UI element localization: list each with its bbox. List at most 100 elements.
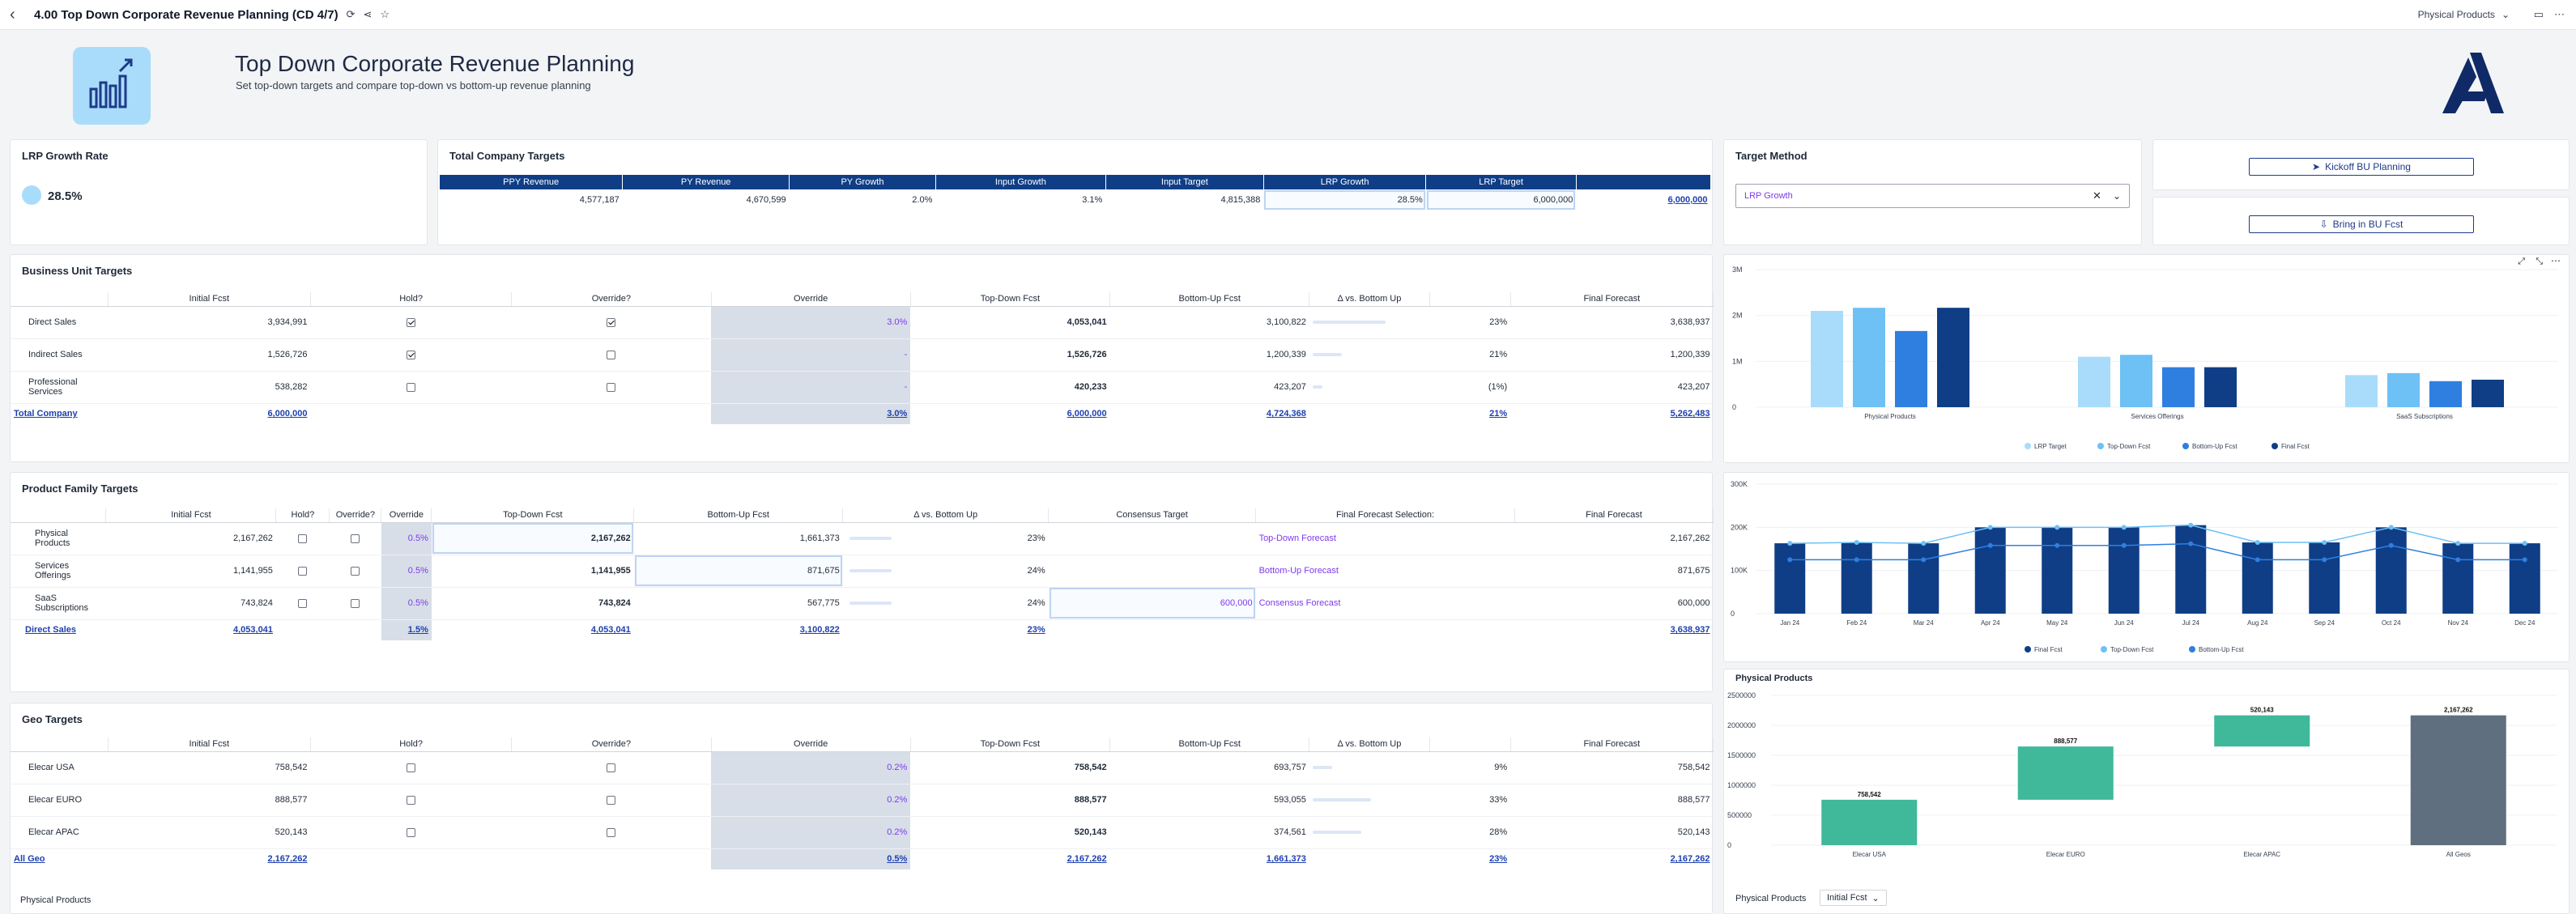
more-icon[interactable]: ⋯	[2551, 255, 2561, 266]
company-cell[interactable]: 6,000,000	[1425, 189, 1577, 210]
override-checkbox[interactable]	[607, 317, 616, 327]
bu-topdown: 4,053,041	[910, 306, 1110, 339]
chart3-y-tick: 1500000	[1727, 751, 1756, 759]
geo-row-name: Elecar USA	[11, 751, 109, 784]
override-checkbox[interactable]	[607, 350, 616, 359]
pf-consensus[interactable]	[1048, 522, 1256, 555]
override-checkbox[interactable]	[351, 534, 360, 543]
fullscreen-icon[interactable]: ⤡	[2536, 257, 2543, 266]
pf-selection[interactable]: Top-Down Forecast	[1255, 522, 1515, 555]
company-cell: 4,577,187	[440, 189, 623, 210]
geo-final: 888,577	[1510, 784, 1714, 817]
chart2-point	[2322, 557, 2327, 563]
pf-total-bu: 3,100,822	[799, 625, 840, 636]
override-checkbox[interactable]	[351, 598, 360, 608]
bring-in-bu-fcst-button[interactable]: ⇩ Bring in BU Fcst	[2249, 215, 2474, 233]
geo-override[interactable]: 0.2%	[711, 816, 911, 849]
override-checkbox[interactable]	[607, 763, 616, 772]
hold-checkbox[interactable]	[407, 763, 416, 772]
override-cell	[511, 751, 711, 784]
override-cell	[511, 371, 711, 404]
pf-override[interactable]: 0.5%	[381, 555, 432, 588]
pf-col-header: Override?	[329, 508, 382, 523]
chart2-legend-label: Top-Down Fcst	[2110, 646, 2154, 653]
hold-checkbox[interactable]	[407, 317, 416, 327]
pf-delta-cell: 24%	[842, 555, 1049, 588]
pf-total-empty	[1048, 619, 1256, 640]
bu-total-initial: 6,000,000	[267, 409, 308, 419]
bu-override[interactable]: -	[711, 371, 911, 404]
override-checkbox[interactable]	[607, 827, 616, 837]
hold-checkbox[interactable]	[407, 795, 416, 805]
geo-total-final: 2,167,262	[1670, 854, 1710, 865]
kickoff-bu-planning-button[interactable]: ➤ Kickoff BU Planning	[2249, 158, 2474, 176]
bu-total-cell: 3.0%	[711, 402, 911, 424]
geo-topdown: 520,143	[910, 816, 1110, 849]
hold-checkbox[interactable]	[298, 534, 308, 543]
chart2-point	[1854, 557, 1859, 563]
chart1-bar	[2162, 367, 2195, 407]
pf-total-cell: 3,638,937	[1514, 619, 1714, 640]
override-checkbox[interactable]	[351, 566, 360, 576]
star-icon[interactable]: ☆	[380, 8, 390, 20]
geo-col-header: Override	[711, 738, 911, 752]
bu-total-name[interactable]: Total Company	[14, 409, 78, 419]
override-checkbox[interactable]	[607, 382, 616, 392]
geo-total-name[interactable]: All Geo	[14, 854, 45, 865]
chart1-bar	[2387, 372, 2420, 407]
override-checkbox[interactable]	[607, 795, 616, 805]
refresh-icon[interactable]: ⟳	[346, 8, 356, 20]
geo-row-name: Elecar APAC	[11, 816, 109, 849]
bu-col-header: Initial Fcst	[108, 292, 311, 307]
bu-total-cell: 5,262,483	[1510, 402, 1714, 424]
geo-total-cell: 0.5%	[711, 848, 911, 869]
pf-override[interactable]: 0.5%	[381, 587, 432, 620]
more-icon[interactable]: ⋯	[2554, 8, 2565, 20]
expand-icon[interactable]: ⤢	[2518, 257, 2525, 266]
override-cell	[511, 306, 711, 339]
pf-total-name-cell: Direct Sales	[11, 619, 106, 640]
pf-col-header: Initial Fcst	[105, 508, 277, 523]
company-col-header: PY Revenue	[622, 175, 790, 189]
bu-override[interactable]: 3.0%	[711, 306, 911, 339]
chart1-legend-dot	[2182, 443, 2189, 449]
geo-override[interactable]: 0.2%	[711, 751, 911, 784]
chart2-x-tick: May 24	[2046, 619, 2068, 627]
bu-override[interactable]: -	[711, 338, 911, 372]
bu-final: 3,638,937	[1510, 306, 1714, 339]
hold-cell	[310, 371, 512, 404]
company-cell[interactable]: 28.5%	[1263, 189, 1426, 210]
pf-total-empty	[329, 619, 381, 640]
bu-col-header: Top-Down Fcst	[910, 292, 1111, 307]
hold-checkbox[interactable]	[407, 827, 416, 837]
waterfall-measure-select[interactable]: Initial Fcst ⌄	[1820, 890, 1887, 906]
bu-row: Professional Services 538,282-420,233 423,…	[11, 371, 1714, 404]
pf-selection[interactable]: Bottom-Up Forecast	[1255, 555, 1515, 588]
clear-icon[interactable]: ✕	[2093, 189, 2101, 202]
pf-consensus[interactable]: 600,000	[1048, 587, 1256, 620]
back-chevron-icon[interactable]: ‹	[10, 5, 15, 23]
pf-override[interactable]: 0.5%	[381, 522, 432, 555]
chart2-x-tick: Nov 24	[2448, 619, 2469, 627]
hold-checkbox[interactable]	[407, 350, 416, 359]
share-icon[interactable]: ⋖	[363, 8, 373, 20]
pf-consensus[interactable]	[1048, 555, 1256, 588]
pf-col-header: Δ vs. Bottom Up	[842, 508, 1050, 523]
pf-delta-bar	[849, 569, 892, 573]
chart3-y-tick: 500000	[1727, 811, 1752, 819]
pf-total-name[interactable]: Direct Sales	[25, 625, 76, 636]
hold-checkbox[interactable]	[298, 598, 308, 608]
hold-checkbox[interactable]	[407, 382, 416, 392]
comment-icon[interactable]: ▭	[2533, 8, 2544, 20]
bu-total-name-cell: Total Company	[11, 402, 109, 424]
pf-bottomup: 1,661,373	[633, 522, 843, 555]
geo-override[interactable]: 0.2%	[711, 784, 911, 817]
target-method-select[interactable]: LRP Growth ✕ ⌄	[1735, 184, 2130, 208]
hold-checkbox[interactable]	[298, 566, 308, 576]
chevron-down-icon[interactable]: ⌄	[2112, 190, 2121, 202]
page-dropdown[interactable]: Physical Products ⌄	[2410, 5, 2518, 24]
pf-selection[interactable]: Consensus Forecast	[1255, 587, 1515, 620]
bu-total-bu: 4,724,368	[1266, 409, 1306, 419]
bu-final: 1,200,339	[1510, 338, 1714, 372]
geo-total-bu: 1,661,373	[1266, 854, 1306, 865]
